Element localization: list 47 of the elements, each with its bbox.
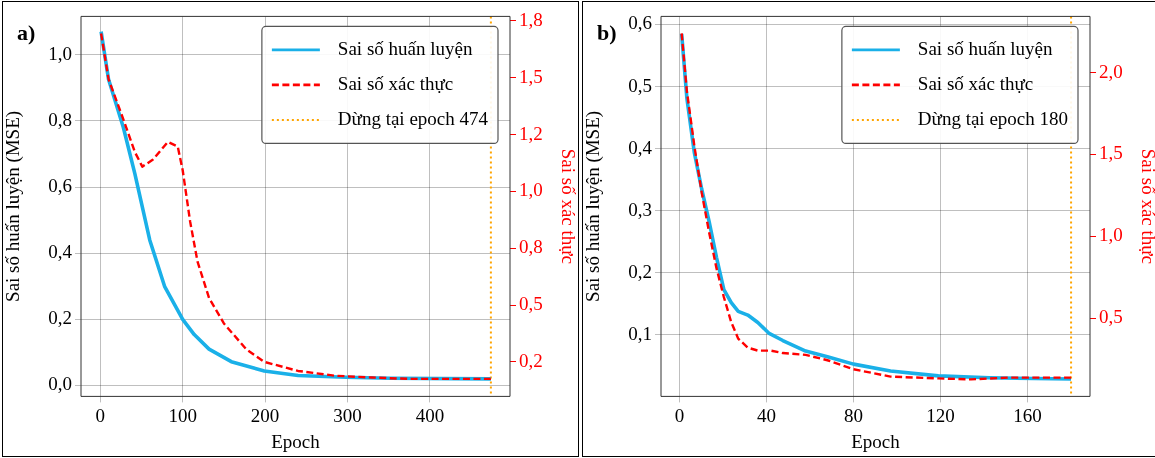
ref-line-label: Dừng tại epoch 180 [917,107,1069,129]
x-tick-label: 160 [1013,404,1042,426]
legend-label: Sai số huấn luyện [917,37,1053,59]
y-tick-label: 0,3 [628,198,652,220]
ref-line-label: Dừng tại epoch 474 [337,107,489,129]
x-tick-label: 200 [250,404,280,426]
chart-title: b) [597,20,617,45]
y2-tick-label: 1,2 [519,122,543,144]
y-tick-label: 0,8 [48,108,72,130]
y2-tick-label: 0,5 [1099,306,1123,328]
legend-label: Sai số huấn luyện [337,37,473,59]
y-tick-label: 0,0 [48,373,72,395]
x-tick-label: 40 [757,404,777,426]
y-tick-label: 0,4 [628,136,653,158]
y2-tick-label: 1,5 [1099,142,1123,164]
y-tick-label: 0,4 [48,241,73,263]
x-tick-label: 120 [926,404,955,426]
y2-tick-label: 0,8 [519,236,543,258]
x-axis-title: Epoch [851,430,901,452]
x-tick-label: 100 [168,404,197,426]
x-tick-label: 0 [674,404,685,426]
x-tick-label: 300 [333,404,362,426]
x-tick-label: 400 [415,404,445,426]
y2-tick-label: 1,0 [519,179,543,201]
y-tick-label: 1,0 [48,42,72,64]
x-tick-label: 0 [95,404,106,426]
x-tick-label: 80 [844,404,864,426]
y-axis-title: Sai số huấn luyện (MSE) [2,110,25,302]
y-axis-title: Sai số huấn luyện (MSE) [582,110,605,302]
y2-tick-label: 2,0 [1099,60,1123,82]
y-tick-label: 0,2 [48,307,72,329]
y2-axis-title: Sai số xác thực [557,148,579,265]
legend-label: Sai số xác thực [917,72,1034,94]
y2-tick-label: 1,5 [519,65,543,87]
chart-title: a) [17,20,36,45]
x-axis-title: Epoch [271,430,321,452]
y-tick-label: 0,6 [628,12,652,34]
y-tick-label: 0,6 [48,175,72,197]
legend-label: Sai số xác thực [337,72,454,94]
y-tick-label: 0,1 [628,322,652,344]
y2-tick-label: 0,2 [519,349,543,371]
y2-tick-label: 1,8 [519,8,543,30]
y2-tick-label: 0,5 [519,293,543,315]
y2-tick-label: 1,0 [1099,224,1123,246]
y-tick-label: 0,2 [628,260,652,282]
y-tick-label: 0,5 [628,74,652,96]
y2-axis-title: Sai số xác thực [1137,148,1155,265]
